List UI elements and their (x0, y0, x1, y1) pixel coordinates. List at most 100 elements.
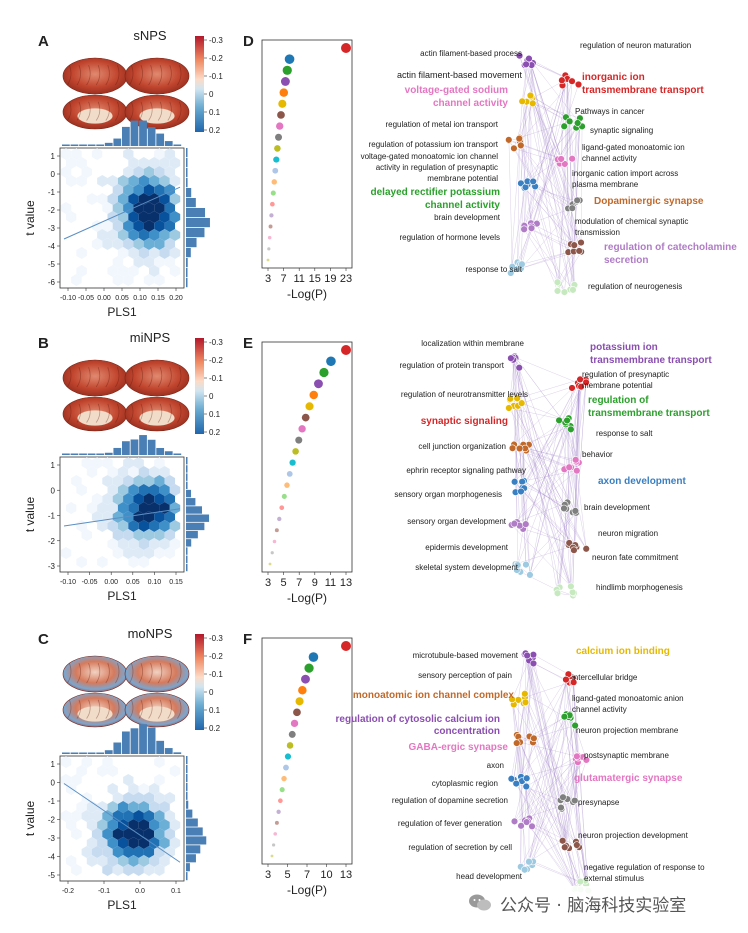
network-edge (514, 424, 566, 482)
hexbin-cell (128, 819, 139, 831)
brain-sulcus (115, 699, 120, 719)
colorbar-tick-label: -0.2 (209, 652, 223, 661)
histogram-bar-top (79, 453, 87, 455)
network-term-label: external stimulus (584, 874, 644, 883)
network-term-label: ligand-gated monoatomic anion (572, 694, 684, 703)
hexbin-cell (102, 756, 113, 768)
hexbin-cell (154, 547, 165, 559)
hexbin-cell (91, 493, 103, 505)
hexbin-cell (143, 238, 155, 250)
colorbar (195, 634, 204, 730)
hexbin-cell (81, 529, 92, 541)
network-edge (575, 379, 581, 460)
y-tick-label: 0 (51, 779, 56, 788)
network-term-label: transmembrane transport (590, 355, 712, 366)
network-edge (576, 845, 581, 882)
network-edge (532, 97, 573, 209)
network-node (505, 136, 513, 144)
histogram-bar-top (147, 127, 156, 146)
hexbin-cell (97, 229, 108, 241)
network-node (517, 399, 526, 407)
enrichment-dot (290, 719, 299, 728)
network-edge (569, 121, 573, 205)
enrichment-dot (283, 764, 289, 771)
network-term-label: sensory organ development (407, 517, 507, 526)
brain-sulcus (115, 65, 120, 86)
network-edge (557, 379, 581, 594)
network-edge (521, 781, 575, 890)
network-edge (559, 386, 582, 588)
histogram-bar-right (186, 791, 188, 800)
network-edge (536, 77, 568, 224)
brain-sulcus (157, 101, 163, 121)
enrichment-dot (271, 179, 277, 185)
network-edge (533, 181, 573, 209)
brain-sulcus (86, 699, 91, 719)
histogram-bar-right (186, 514, 210, 522)
network-edge (575, 379, 581, 513)
network-node (573, 196, 581, 205)
hexbin-cell (154, 511, 165, 523)
network-term-label: potassium ion (590, 342, 658, 353)
network-edge (529, 679, 567, 737)
hexbin-cell (60, 756, 72, 768)
histogram-bar-right (186, 278, 188, 288)
colorbar-tick-label: -0.1 (209, 72, 223, 81)
brain-sulcus (157, 663, 163, 684)
enrichment-dot (270, 854, 274, 858)
hexbin-cell (169, 193, 181, 205)
colorbar (195, 338, 204, 434)
brain-sulcus (95, 65, 101, 86)
histogram-bar-top (130, 439, 139, 455)
histogram-bar-right (186, 248, 191, 258)
network-node (510, 144, 518, 152)
network-term-label: Dopaminergic synapse (594, 196, 704, 207)
hexbin-cell (97, 175, 108, 187)
network-node (523, 651, 531, 660)
network-edge (570, 429, 576, 460)
hexbin-cell (154, 202, 165, 214)
enrichment-dot (279, 88, 289, 97)
network-node (557, 155, 565, 163)
network-edge (575, 385, 580, 460)
hexbin-cell (112, 256, 124, 268)
brain-sulcus (129, 65, 134, 86)
network-node (523, 774, 531, 782)
hexbin-cell (149, 484, 160, 496)
histogram-bar-top (173, 144, 182, 146)
enrichment-dot (281, 493, 287, 499)
hexbin-cell (86, 193, 98, 205)
enrichment-dot (266, 258, 270, 262)
brain-sulcus (115, 367, 120, 388)
network-edge (574, 800, 587, 885)
network-edge (523, 470, 577, 481)
network-edge (533, 654, 569, 675)
histogram-bar-right (186, 481, 188, 490)
brain-sulcus (115, 403, 120, 423)
enrichment-dot (278, 99, 287, 108)
network-edge (519, 742, 525, 870)
network-node (570, 241, 578, 249)
network-edge (516, 379, 581, 523)
brain-medial-wall (139, 706, 175, 722)
hexbin-cell (91, 457, 103, 469)
hexbin-cell (143, 828, 155, 840)
histogram-bar-top (156, 447, 165, 455)
histogram-bar-top (70, 453, 79, 455)
x-tick-label: 7 (304, 869, 310, 881)
network-edge (511, 470, 577, 526)
network-node (522, 60, 530, 69)
hexbin-cell (169, 538, 181, 550)
hexbin-cell (133, 846, 144, 858)
hexbin-cell (97, 193, 108, 205)
network-node (560, 504, 568, 513)
histogram-bar-right (186, 809, 193, 818)
hexbin-cell (138, 538, 149, 550)
hexbin-cell (123, 274, 134, 286)
hexbin-cell (102, 493, 113, 505)
network-node (565, 463, 573, 471)
hexbin-cell (138, 556, 149, 568)
network-edge (520, 716, 565, 826)
network-node (518, 97, 526, 106)
enrichment-dot (278, 798, 283, 804)
